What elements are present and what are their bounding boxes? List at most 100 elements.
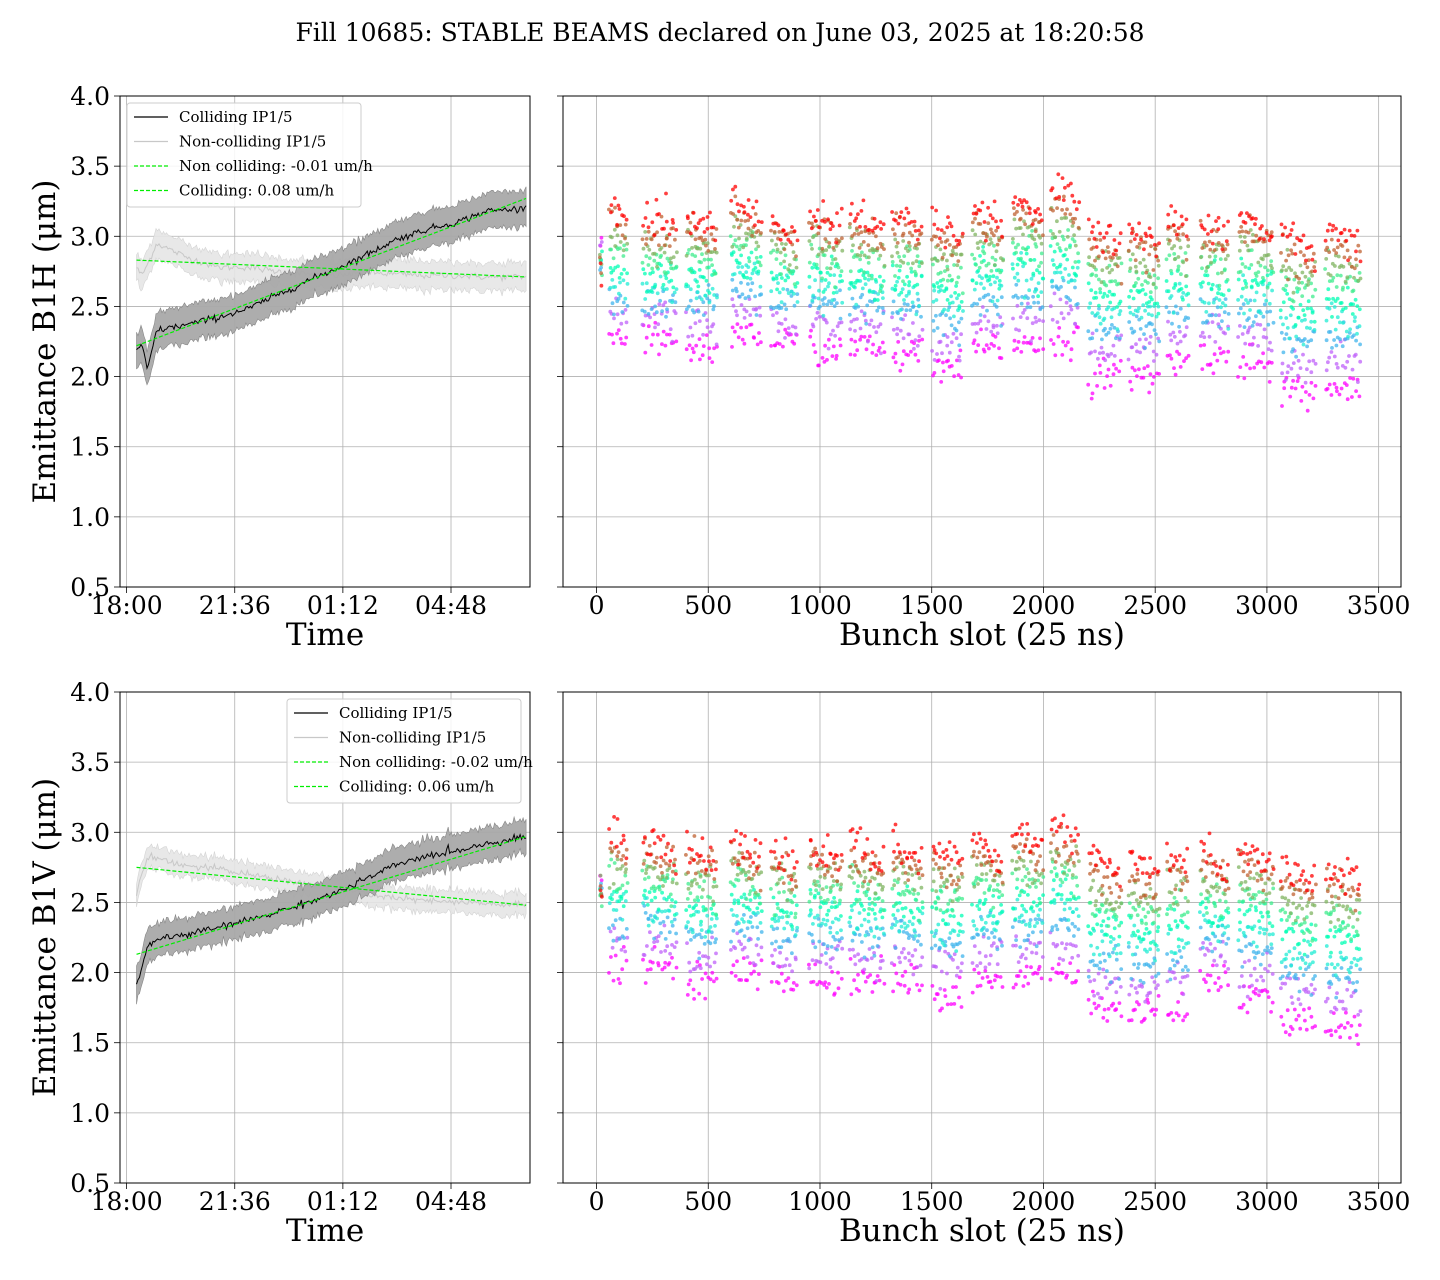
bunch-point (935, 259, 940, 263)
bunch-point (863, 875, 868, 880)
bunch-point (1297, 989, 1302, 994)
bunch-point (1031, 909, 1036, 914)
bunch-point (1332, 354, 1337, 359)
bunch-point (1344, 1010, 1348, 1015)
x-tick-label: 1500 (900, 1187, 964, 1216)
bunch-point (1343, 1007, 1348, 1012)
bunch-point (833, 333, 837, 338)
bunch-point (1261, 899, 1266, 904)
bunch-point (906, 261, 910, 266)
bunch-point (830, 920, 835, 925)
bunch-point (625, 304, 630, 308)
bunch-point (1243, 341, 1248, 346)
bunch-point (1213, 884, 1218, 889)
bunch-point (1294, 906, 1299, 910)
bunch-point (1182, 359, 1186, 363)
bunch-point (1281, 322, 1285, 327)
bunch-point (871, 289, 876, 294)
bunch-point (1226, 349, 1231, 354)
bunch-point (944, 313, 948, 318)
bunch-point (1053, 235, 1057, 240)
bunch-point (828, 888, 833, 893)
bunch-point (1331, 905, 1336, 910)
bunch-point (610, 892, 614, 897)
bunch-point (741, 956, 746, 960)
bunch-point (1299, 922, 1304, 926)
bunch-point (612, 196, 617, 201)
bunch-point (1104, 231, 1109, 235)
bunch-point (1031, 271, 1036, 276)
bunch-point (1338, 1035, 1343, 1040)
bunch-point (689, 269, 693, 273)
bunch-point (790, 969, 794, 974)
bunch-point (1168, 238, 1172, 243)
bunch-point (1089, 288, 1094, 293)
bunch-point (917, 933, 921, 938)
bunch-point (878, 882, 883, 887)
bunch-point (988, 884, 992, 889)
bunch-point (1177, 281, 1182, 286)
bunch-point (1056, 892, 1061, 897)
bunch-point (598, 873, 603, 878)
bunch-point (610, 301, 615, 306)
bunch-point (866, 919, 871, 924)
bunch-point (1118, 309, 1123, 313)
bunch-point (709, 906, 714, 911)
bunch-point (655, 332, 660, 337)
bunch-point (1265, 945, 1270, 949)
bunch-point (878, 322, 883, 327)
bunch-point (1226, 312, 1231, 316)
bunch-point (1224, 942, 1229, 946)
bunch-point (913, 934, 918, 938)
bunch-point (1074, 207, 1079, 212)
bunch-point (1296, 358, 1301, 363)
bunch-point (1174, 232, 1179, 237)
bunch-point (1351, 288, 1356, 293)
bunch-point (702, 230, 707, 234)
bunch-point (815, 913, 820, 918)
bunch-point (769, 270, 774, 275)
bunch-point (1135, 1000, 1139, 1004)
bunch-point (1257, 930, 1262, 935)
bunch-point (655, 939, 660, 944)
bunch-point (828, 965, 833, 970)
bunch-point (1026, 981, 1031, 986)
bunch-point (1015, 271, 1020, 276)
bunch-point (1242, 960, 1247, 964)
bunch-point (778, 237, 783, 242)
bunch-point (1204, 243, 1209, 248)
bunch-point (685, 307, 689, 311)
bunch-point (1173, 229, 1177, 234)
bunch-point (706, 249, 711, 253)
bunch-point (1117, 241, 1122, 246)
bunch-point (1298, 1002, 1303, 1007)
bunch-point (893, 274, 897, 278)
bunch-point (991, 295, 996, 299)
bunch-point (825, 897, 830, 902)
bunch-point (945, 298, 950, 302)
bunch-point (1247, 907, 1252, 912)
bunch-point (730, 253, 734, 257)
bunch-point (712, 346, 716, 351)
bunch-point (1222, 931, 1227, 935)
bunch-point (1313, 923, 1318, 928)
bunch-point (1119, 920, 1124, 925)
bunch-point (839, 976, 844, 981)
bunch-point (838, 288, 842, 293)
bunch-point (644, 290, 649, 294)
bunch-point (1333, 894, 1338, 899)
bunch-point (1063, 185, 1067, 190)
bunch-point (1338, 273, 1343, 278)
bunch-point (983, 965, 988, 970)
bunch-point (1269, 1010, 1273, 1014)
bunch-point (1287, 265, 1291, 270)
bunch-point (674, 228, 679, 232)
bunch-point (1070, 265, 1075, 270)
bunch-point (1293, 323, 1298, 327)
bunch-point (708, 941, 713, 946)
bunch-point (1157, 339, 1162, 344)
bunch-point (1335, 365, 1340, 370)
bunch-point (1344, 955, 1349, 960)
bunch-point (808, 209, 812, 214)
bunch-point (944, 286, 949, 291)
